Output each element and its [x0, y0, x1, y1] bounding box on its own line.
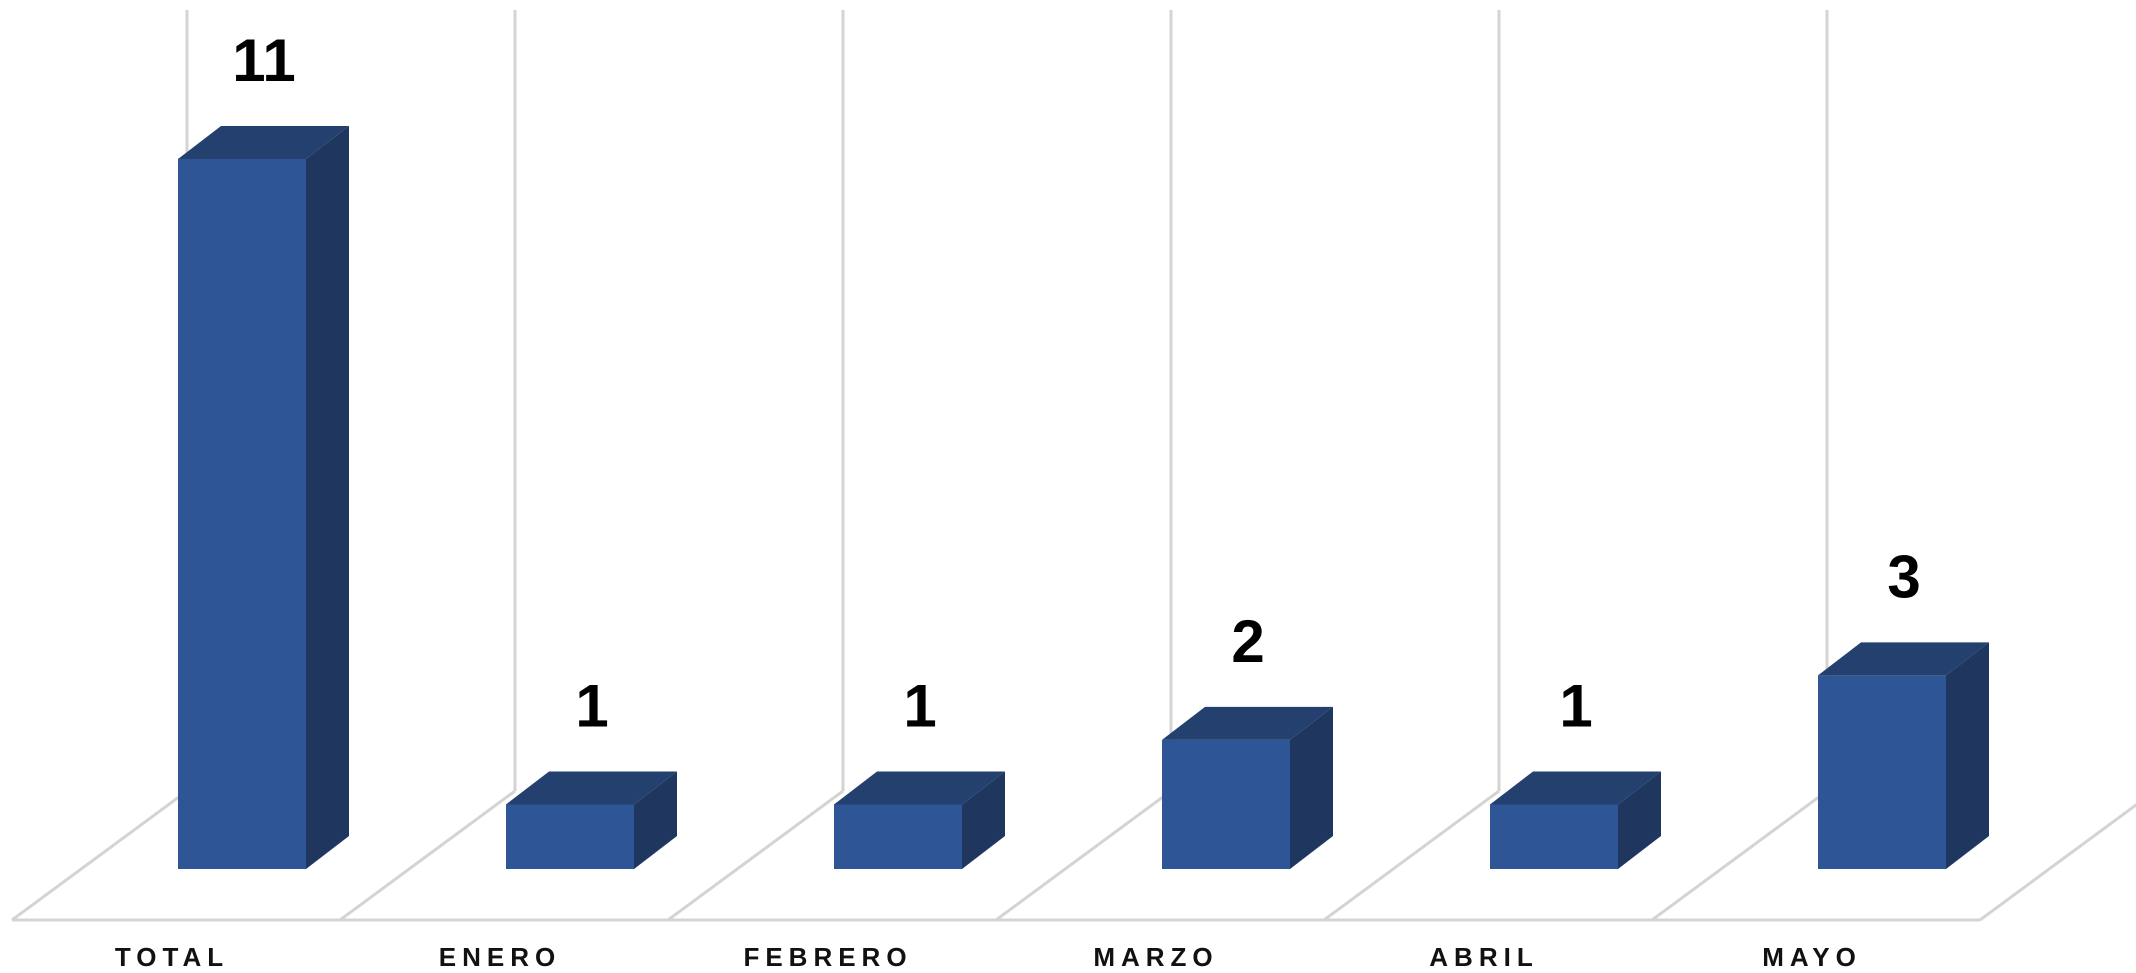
floor-divider-6	[1979, 803, 2136, 922]
data-label-mayo: 3	[1887, 543, 1920, 610]
bar-side-marzo	[1290, 706, 1333, 869]
bar-top-marzo	[1162, 706, 1333, 740]
category-label-total: TOTAL	[115, 942, 229, 972]
bar-side-total	[306, 126, 349, 869]
category-label-febrero: FEBRERO	[743, 942, 912, 972]
bar-febrero	[834, 804, 962, 869]
category-label-enero: ENERO	[439, 942, 561, 972]
category-label-abril: ABRIL	[1429, 942, 1538, 972]
bar-side-febrero	[962, 771, 1005, 869]
data-label-total: 11	[232, 27, 295, 94]
bar-top-total	[178, 126, 349, 159]
label-layer: 11 TOTAL 1 ENERO 1 FEBRERO 2 MARZO 1 ABRIL 3 MAYO	[115, 27, 1921, 972]
floor-divider-0	[11, 789, 188, 922]
bar-side-abril	[1618, 771, 1661, 869]
bar-layer	[178, 126, 1989, 869]
bar-top-enero	[506, 771, 677, 805]
floor-divider-3	[995, 789, 1172, 922]
bar-top-mayo	[1818, 642, 1989, 676]
data-label-abril: 1	[1559, 672, 1592, 739]
floor-divider-5	[1651, 789, 1828, 922]
bar-marzo	[1162, 739, 1290, 869]
bar-mayo	[1818, 675, 1946, 869]
bar-side-enero	[634, 771, 677, 869]
bar-side-mayo	[1946, 642, 1989, 869]
floor-divider-4	[1323, 789, 1500, 922]
floor-divider-2	[667, 789, 844, 922]
category-label-mayo: MAYO	[1762, 942, 1862, 972]
bar-top-febrero	[834, 771, 1005, 805]
data-label-marzo: 2	[1231, 608, 1264, 675]
category-label-marzo: MARZO	[1093, 942, 1218, 972]
floor-divider-1	[339, 789, 516, 922]
bar-top-abril	[1490, 771, 1661, 805]
bar-enero	[506, 804, 634, 869]
data-label-enero: 1	[575, 672, 608, 739]
bar-total	[178, 159, 306, 869]
data-label-febrero: 1	[903, 672, 936, 739]
bar-abril	[1490, 804, 1618, 869]
